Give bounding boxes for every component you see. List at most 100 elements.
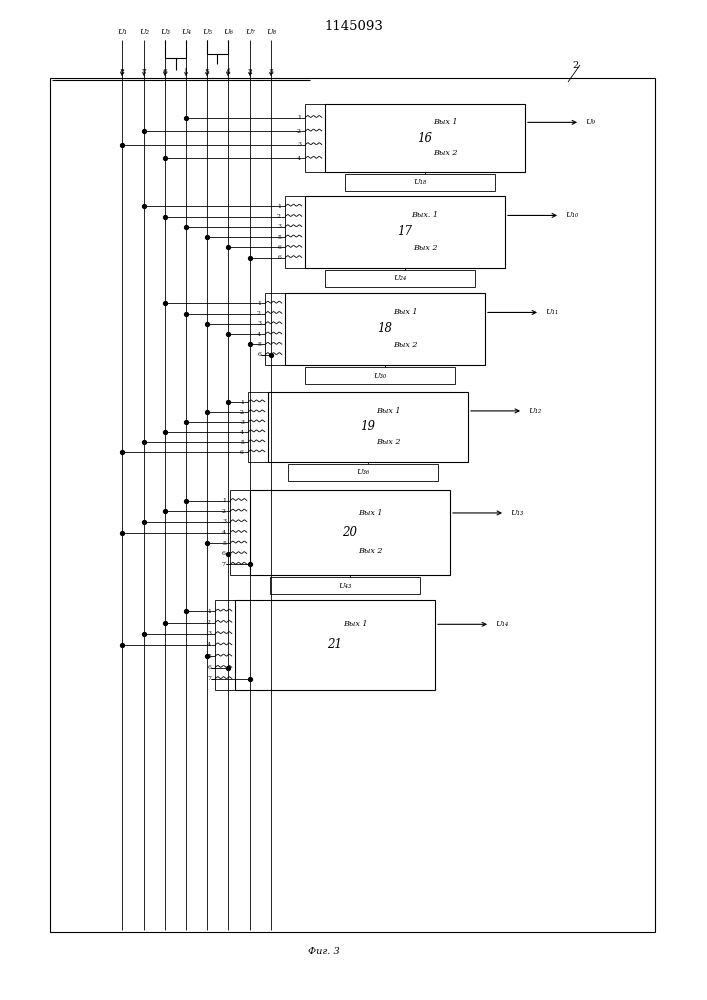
Text: Вых 1: Вых 1 — [358, 509, 382, 517]
Text: U₁₈: U₁₈ — [414, 178, 426, 186]
Text: 7: 7 — [207, 676, 211, 681]
Text: 19: 19 — [361, 420, 375, 434]
Text: Фиг. 3: Фиг. 3 — [308, 948, 339, 956]
Bar — [325, 104, 525, 172]
Bar — [230, 490, 250, 575]
Text: U₃₆: U₃₆ — [356, 468, 370, 477]
Text: 20: 20 — [342, 526, 358, 539]
Text: Вых 2: Вых 2 — [413, 244, 437, 252]
Text: 17: 17 — [397, 225, 412, 238]
Text: 4: 4 — [226, 68, 230, 76]
Text: 6: 6 — [240, 450, 244, 454]
Text: Вых 1: Вых 1 — [393, 308, 417, 316]
Text: U₂₄: U₂₄ — [393, 274, 407, 282]
Text: U₇: U₇ — [245, 28, 255, 36]
Text: 5: 5 — [240, 440, 244, 444]
Text: 5: 5 — [257, 342, 261, 347]
Text: 3: 3 — [257, 321, 261, 326]
Text: U₁₀: U₁₀ — [565, 211, 578, 219]
Bar — [325, 270, 475, 287]
Text: 3: 3 — [269, 68, 274, 76]
Bar — [248, 392, 268, 462]
Text: 1: 1 — [277, 204, 281, 209]
Text: 2: 2 — [277, 214, 281, 219]
Text: 5: 5 — [204, 68, 209, 76]
Text: 18: 18 — [378, 322, 392, 336]
Bar — [285, 196, 305, 268]
Bar — [265, 293, 285, 365]
Text: U₆: U₆ — [223, 28, 233, 36]
Text: 3: 3 — [277, 224, 281, 229]
Text: 3: 3 — [297, 142, 301, 147]
Text: 5: 5 — [207, 654, 211, 659]
Text: Вых 2: Вых 2 — [433, 149, 457, 157]
Text: Вых. 1: Вых. 1 — [411, 211, 438, 219]
Text: Вых 1: Вых 1 — [375, 407, 400, 415]
Text: U₁₃: U₁₃ — [510, 509, 523, 517]
Text: 1: 1 — [257, 301, 261, 306]
Text: 3: 3 — [240, 420, 244, 424]
Text: Вых 2: Вых 2 — [358, 547, 382, 555]
Text: 4: 4 — [297, 156, 301, 161]
Text: 5: 5 — [222, 541, 226, 546]
Text: 5: 5 — [277, 235, 281, 240]
Text: 6: 6 — [207, 665, 211, 670]
Text: U₉: U₉ — [585, 118, 595, 126]
Text: 2: 2 — [572, 61, 578, 70]
Text: Вых 2: Вых 2 — [375, 438, 400, 446]
Text: 6: 6 — [277, 255, 281, 260]
Text: U₄: U₄ — [181, 28, 191, 36]
Text: U₃: U₃ — [160, 28, 170, 36]
Text: U₄₃: U₄₃ — [339, 581, 351, 589]
Text: 21: 21 — [327, 639, 342, 652]
Text: 1: 1 — [297, 115, 301, 120]
Text: 3: 3 — [222, 519, 226, 524]
Text: 6: 6 — [222, 551, 226, 556]
Text: Вых 1: Вых 1 — [343, 620, 367, 628]
Text: U₁₂: U₁₂ — [528, 407, 542, 415]
Text: U₁₁: U₁₁ — [545, 308, 559, 316]
Text: U₂: U₂ — [139, 28, 149, 36]
Bar — [268, 392, 468, 462]
Bar — [305, 104, 325, 172]
Text: U₁₄: U₁₄ — [495, 620, 508, 628]
Text: 4: 4 — [240, 430, 244, 434]
Text: 7: 7 — [222, 562, 226, 567]
Text: 1: 1 — [207, 609, 211, 614]
Text: U₅: U₅ — [202, 28, 212, 36]
Text: 4: 4 — [257, 332, 261, 337]
Text: 4: 4 — [222, 530, 226, 535]
Bar — [270, 577, 420, 594]
Text: 2: 2 — [297, 129, 301, 134]
Text: 3: 3 — [207, 631, 211, 636]
Text: 2: 2 — [207, 620, 211, 625]
Text: 1145093: 1145093 — [324, 20, 383, 33]
Text: 4: 4 — [207, 643, 211, 648]
Bar — [215, 600, 235, 690]
Bar — [250, 490, 450, 575]
Bar — [285, 293, 485, 365]
Text: 1: 1 — [222, 498, 226, 503]
Text: Вых 2: Вых 2 — [393, 341, 417, 349]
Text: 2: 2 — [257, 311, 261, 316]
Bar — [288, 464, 438, 481]
Text: 1: 1 — [240, 399, 244, 404]
Text: 2: 2 — [222, 509, 226, 514]
Text: 2: 2 — [247, 68, 252, 76]
Text: 16: 16 — [418, 132, 433, 145]
Text: 6: 6 — [277, 245, 281, 250]
Text: 2: 2 — [240, 410, 244, 414]
Text: 1: 1 — [184, 68, 189, 76]
Text: 6: 6 — [257, 352, 261, 357]
Bar — [235, 600, 435, 690]
Text: U₈: U₈ — [266, 28, 276, 36]
Bar — [50, 78, 655, 932]
Text: U₃₀: U₃₀ — [373, 371, 387, 379]
Bar — [305, 196, 505, 268]
Text: 7: 7 — [141, 68, 146, 76]
Text: 8: 8 — [119, 68, 124, 76]
Text: Вых 1: Вых 1 — [433, 118, 457, 126]
Text: 6: 6 — [163, 68, 168, 76]
Bar — [305, 367, 455, 384]
Bar — [345, 174, 495, 191]
